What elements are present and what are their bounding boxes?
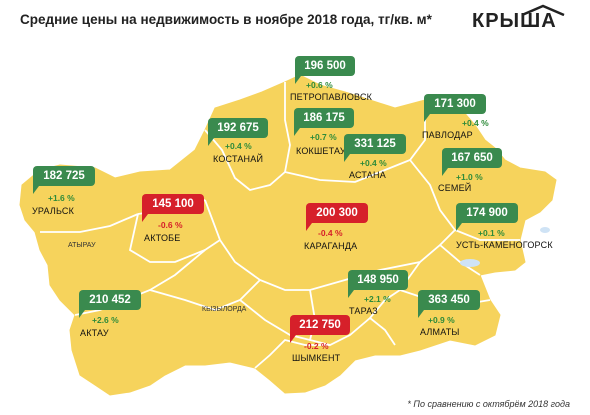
price-badge-astana: 331 125 xyxy=(344,134,406,162)
city-label-aktobe: АКТОБЕ xyxy=(144,233,181,243)
city-label-karaganda: КАРАГАНДА xyxy=(304,241,358,251)
city-label-uralsk: УРАЛЬСК xyxy=(32,206,75,216)
city-label-kostanay: КОСТАНАЙ xyxy=(213,154,264,164)
price-badge-karaganda: 200 300 xyxy=(306,203,368,231)
change-ust-kamenogorsk: +0.1 % xyxy=(478,228,505,238)
price-badge-pavlodar: 171 300 xyxy=(424,94,486,122)
page-title: Средние цены на недвижимость в ноябре 20… xyxy=(20,12,432,27)
change-aktobe: -0.6 % xyxy=(158,220,183,230)
price-badge-taraz: 148 950 xyxy=(348,270,408,298)
region-label-kyzylorda: КЫЗЫЛОРДА xyxy=(202,306,247,313)
city-label-semey: СЕМЕЙ xyxy=(438,183,472,193)
change-taraz: +2.1 % xyxy=(364,294,391,304)
price-badge-kostanay: 192 675 xyxy=(208,118,268,146)
lake-balkhash xyxy=(460,259,480,267)
price-badge-aktau: 210 452 xyxy=(79,290,141,318)
city-label-shymkent: ШЫМКЕНТ xyxy=(292,353,341,363)
price-badge-uralsk: 182 725 xyxy=(33,166,95,194)
price-badge-ust-kamenogorsk: 174 900 xyxy=(456,203,518,231)
city-label-kokshetau: КОКШЕТАУ xyxy=(296,146,346,156)
price-badge-semey: 167 650 xyxy=(442,148,502,176)
change-shymkent: -0.2 % xyxy=(304,341,329,351)
lake-zaysan xyxy=(540,227,550,233)
city-label-taraz: ТАРАЗ xyxy=(349,306,378,316)
change-uralsk: +1.6 % xyxy=(48,193,75,203)
change-semey: +1.0 % xyxy=(456,172,483,182)
change-karaganda: -0.4 % xyxy=(318,228,343,238)
city-label-aktau: АКТАУ xyxy=(80,328,109,338)
change-kokshetau: +0.7 % xyxy=(310,132,337,142)
krisha-logo: КРЫША xyxy=(472,10,557,32)
price-badge-shymkent: 212 750 xyxy=(290,315,350,343)
city-label-pavlodar: ПАВЛОДАР xyxy=(422,130,473,140)
logo-roof-icon xyxy=(521,4,565,16)
city-label-almaty: АЛМАТЫ xyxy=(420,327,460,337)
region-label-atyrau: АТЫРАУ xyxy=(68,242,96,249)
change-almaty: +0.9 % xyxy=(428,315,455,325)
city-label-astana: АСТАНА xyxy=(349,170,386,180)
price-badge-petropavlovsk: 196 500 xyxy=(295,56,355,84)
change-astana: +0.4 % xyxy=(360,158,387,168)
region-borders xyxy=(40,82,520,369)
price-badge-almaty: 363 450 xyxy=(418,290,480,318)
change-petropavlovsk: +0.6 % xyxy=(306,80,333,90)
change-aktau: +2.6 % xyxy=(92,315,119,325)
change-pavlodar: +0.4 % xyxy=(462,118,489,128)
change-kostanay: +0.4 % xyxy=(225,141,252,151)
city-label-ust-kamenogorsk: УСТЬ-КАМЕНОГОРСК xyxy=(456,240,553,250)
footnote: * По сравнению с октябрём 2018 года xyxy=(407,399,570,409)
price-badge-aktobe: 145 100 xyxy=(142,194,204,222)
price-badge-kokshetau: 186 175 xyxy=(294,108,354,136)
city-label-petropavlovsk: ПЕТРОПАВЛОВСК xyxy=(290,92,373,102)
